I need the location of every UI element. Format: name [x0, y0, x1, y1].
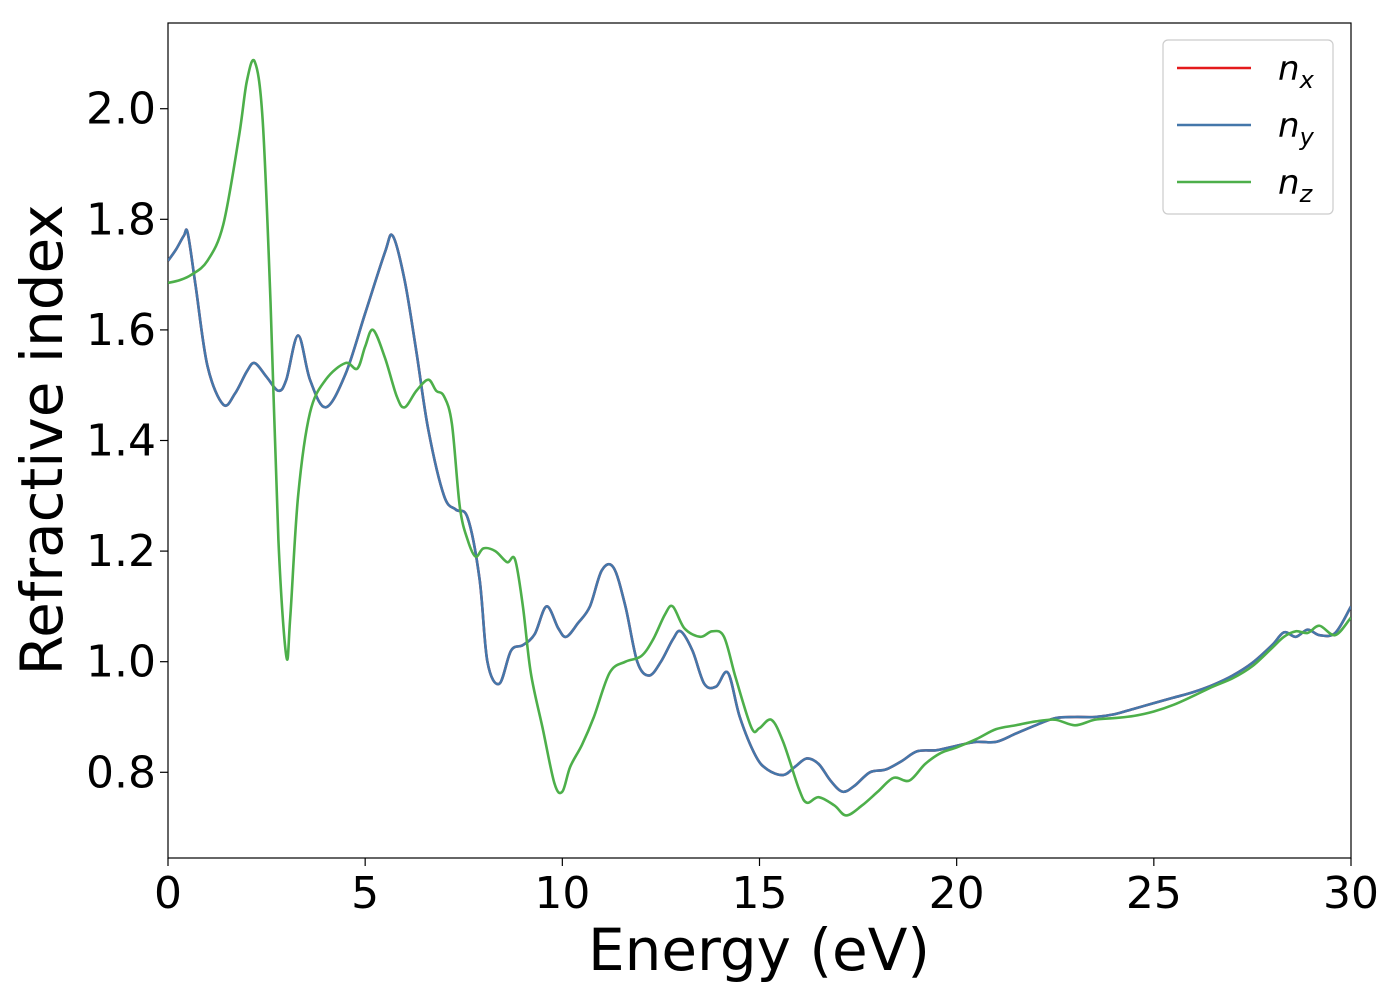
legend-label-y: ny [1278, 106, 1315, 151]
x-axis-ticks: 0 5 10 15 20 25 30 [154, 858, 1379, 919]
legend-label-x: nx [1278, 49, 1315, 94]
y-axis-ticks: 0.8 1.0 1.2 1.4 1.6 1.8 2.0 [86, 84, 168, 798]
x-tick-label: 20 [929, 868, 985, 919]
y-tick-label: 1.2 [86, 526, 156, 577]
series-line-z [168, 58, 1351, 817]
y-tick-label: 2.0 [86, 84, 156, 135]
x-axis-title: Energy (eV) [588, 916, 930, 984]
x-tick-label: 10 [534, 868, 590, 919]
series-layer [168, 58, 1351, 817]
y-tick-label: 1.0 [86, 637, 156, 688]
y-axis-title: Refractive index [8, 204, 76, 675]
x-tick-label: 30 [1323, 868, 1379, 919]
y-tick-label: 1.4 [86, 416, 156, 467]
y-tick-label: 1.6 [86, 305, 156, 356]
legend-label-z: nz [1278, 163, 1314, 208]
legend: nx ny nz [1162, 39, 1334, 215]
x-tick-label: 15 [732, 868, 788, 919]
series-line-y [168, 228, 1351, 794]
y-tick-label: 1.8 [86, 194, 156, 245]
y-tick-label: 0.8 [86, 747, 156, 798]
x-tick-label: 0 [154, 868, 182, 919]
x-tick-label: 5 [351, 868, 379, 919]
x-tick-label: 25 [1126, 868, 1182, 919]
legend-frame [1162, 39, 1334, 215]
plot-area [167, 22, 1352, 859]
